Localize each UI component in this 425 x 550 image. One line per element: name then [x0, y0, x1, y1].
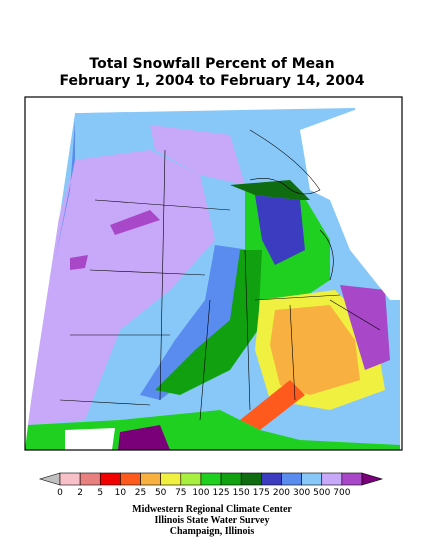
boundaries	[59, 129, 381, 421]
legend-swatch	[341, 472, 363, 486]
legend-swatch	[180, 472, 202, 486]
credit: Champaign, Illinois	[170, 526, 255, 537]
subtitle: February 1, 2004 to February 14, 2004	[59, 73, 364, 89]
legend-label: 300	[293, 488, 310, 498]
legend-swatch	[220, 472, 242, 486]
legend-label: 200	[273, 488, 290, 498]
region	[28, 150, 215, 425]
region	[150, 125, 245, 185]
region	[118, 425, 170, 450]
legend-swatch	[140, 472, 161, 486]
legend: 0 2 5 10 25 50 75 100 125 150 175 200 300 500 700	[38, 472, 384, 498]
region	[270, 305, 360, 395]
legend-label: 0	[57, 488, 63, 498]
legend-swatch	[240, 472, 262, 486]
legend-swatch	[281, 472, 302, 486]
legend-swatch	[321, 472, 343, 486]
legend-label: 175	[253, 488, 270, 498]
title: Total Snowfall Percent of Mean	[89, 56, 334, 72]
legend-swatch	[200, 472, 222, 486]
legend-swatch	[99, 472, 121, 486]
legend-swatch	[301, 472, 323, 486]
legend-swatch	[160, 472, 182, 486]
legend-label: 75	[175, 488, 186, 498]
legend-label: 500	[313, 488, 330, 498]
credit: Illinois State Water Survey	[155, 515, 270, 526]
legend-label: 125	[212, 488, 229, 498]
region	[240, 380, 305, 430]
region	[140, 245, 250, 400]
map	[24, 96, 403, 451]
region	[155, 250, 262, 395]
legend-swatch	[79, 472, 101, 486]
legend-above	[361, 472, 384, 486]
legend-label: 100	[192, 488, 209, 498]
legend-below	[38, 472, 61, 486]
no-data	[300, 97, 402, 300]
legend-label: 700	[333, 488, 350, 498]
region	[65, 428, 115, 450]
legend-label: 25	[135, 488, 146, 498]
legend-swatch	[120, 472, 141, 486]
map-frame	[24, 96, 403, 451]
region	[230, 180, 310, 200]
legend-label: 10	[115, 488, 127, 498]
legend-label: 5	[97, 488, 103, 498]
region	[340, 285, 390, 370]
credit: Midwestern Regional Climate Center	[132, 504, 292, 515]
no-data	[25, 97, 402, 440]
legend-label: 50	[155, 488, 167, 498]
region	[25, 410, 400, 450]
region	[70, 255, 88, 270]
legend-label: 150	[233, 488, 250, 498]
legend-label: 2	[77, 488, 83, 498]
region	[255, 195, 305, 265]
legend-swatch	[59, 472, 81, 486]
legend-swatch	[261, 472, 282, 486]
region	[110, 210, 160, 235]
